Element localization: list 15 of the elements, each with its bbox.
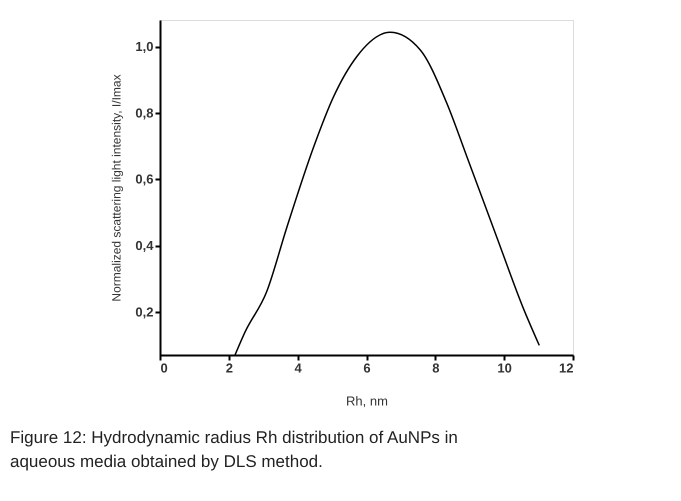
- x-tick-label: 8: [432, 360, 440, 376]
- y-tick-label: 0,6: [135, 172, 154, 187]
- y-tick-label: 0,2: [135, 304, 154, 320]
- x-tick-label: 0: [160, 360, 168, 376]
- x-tick-label: 12: [559, 360, 574, 376]
- x-tick-label: 6: [363, 360, 371, 376]
- y-axis-title: Normalized scattering light intensity, I/Imax: [109, 74, 124, 302]
- y-tick-label: 1,0: [135, 39, 154, 54]
- y-tick-label: 0,4: [135, 238, 154, 254]
- x-tick-label: 2: [226, 360, 233, 376]
- x-tick-label: 10: [497, 360, 512, 376]
- x-tick-label: 4: [294, 360, 303, 376]
- x-axis-title: Rh, nm: [346, 394, 388, 408]
- caption: Figure 12: Hydrodynamic radius Rh distribution of AuNPs in aqueous media obtained by DLS method.: [10, 428, 458, 471]
- y-tick-label: 0,8: [135, 105, 154, 120]
